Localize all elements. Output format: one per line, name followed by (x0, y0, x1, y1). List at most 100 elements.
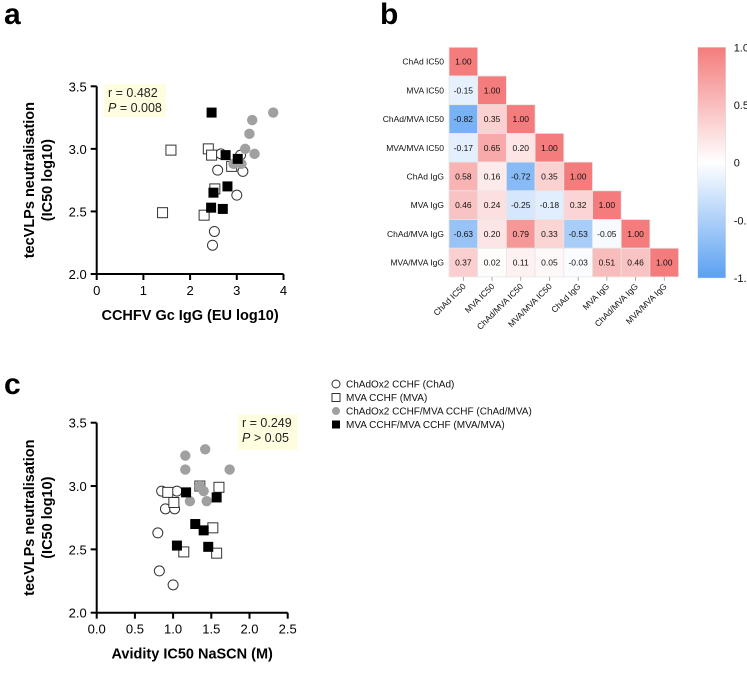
data-point-chad-mva (201, 496, 212, 507)
heatmap-cell-value: 0.46 (627, 258, 644, 268)
heatmap-row-label: ChAd/MVA IgG (387, 229, 444, 239)
data-point-chad-mva (268, 107, 279, 118)
open-circle-icon (331, 379, 341, 389)
heatmap-cell-value: 0.65 (484, 143, 501, 153)
legend-item: MVA CCHF (MVA) (331, 393, 427, 404)
heatmap-cell (592, 247, 622, 278)
heatmap-cell-value: 0.11 (513, 258, 529, 268)
data-point-chad (212, 164, 224, 176)
panel-label-a: a (4, 0, 21, 31)
data-point-mva (213, 481, 225, 493)
legend-item: ChAdOx2 CCHF (ChAd) (331, 379, 454, 391)
y-axis-label-line2: (IC50 log10) (40, 476, 56, 558)
x-tick-label: 1.0 (164, 622, 182, 637)
heatmap-cell-value: 0.33 (541, 229, 558, 239)
legend-item: MVA CCHF/MVA CCHF (MVA/MVA) (332, 420, 505, 431)
legend-label: MVA CCHF (MVA) (346, 393, 427, 404)
data-point-mva (206, 149, 218, 161)
y-tick-label: 2.5 (69, 204, 87, 219)
data-point-chad-mva (198, 485, 209, 497)
y-tick-label: 2.0 (69, 267, 87, 282)
heatmap-cell (505, 132, 536, 163)
colorbar-tick-label: -0.5 (734, 215, 747, 227)
heatmap-cell (448, 132, 479, 163)
y-tick-label: 3.5 (69, 79, 87, 94)
legend: ChAdOx2 CCHF (ChAd) MVA CCHF (MVA) ChAdOx2… (331, 379, 532, 431)
panel-label-b: b (380, 0, 398, 31)
heatmap-cell-value: 1.00 (627, 229, 644, 239)
heatmap-cell (477, 132, 507, 163)
x-tick-label: 4 (280, 283, 287, 298)
heatmap-cell (649, 247, 680, 278)
x-tick-label: 0.5 (126, 622, 144, 637)
data-point-chad-mva (224, 464, 235, 475)
y-tick-label: 3.5 (69, 416, 87, 431)
heatmap-cell-value: -0.05 (597, 229, 617, 239)
heatmap-cell (448, 161, 479, 192)
heatmap-cell-value: 1.00 (512, 114, 529, 124)
heatmap-cell-value: -0.72 (511, 171, 531, 181)
correlation-r-text: r = 0.249 (242, 416, 292, 430)
p-symbol: P (108, 101, 117, 115)
colorbar-tick-label: 1.0 (734, 42, 747, 54)
y-tick-label: 2.0 (69, 606, 87, 621)
data-point-mva (162, 486, 174, 498)
heatmap-cell-value: -0.18 (540, 200, 560, 210)
heatmap-col-label: ChAd IC50 (431, 281, 468, 318)
heatmap-cell (592, 190, 622, 220)
heatmap-cell (448, 46, 479, 77)
correlation-heatmap: 1.00-0.15 1.00-0.82 0.35 1.00-0.17 0.65 0.20 1… (383, 42, 747, 331)
data-point-chad-mva (244, 128, 255, 140)
gray-circle-icon (332, 407, 340, 415)
legend-label: ChAdOx2 CCHF/MVA CCHF (ChAd/MVA) (346, 407, 532, 418)
data-point-chad-mva (247, 114, 258, 126)
heatmap-cell (505, 190, 536, 220)
y-tick-label: 3.0 (69, 479, 87, 494)
colorbar-tick-label: 0 (734, 158, 740, 170)
data-point-mva-mva (220, 150, 231, 161)
data-point-chad-mva (240, 143, 251, 155)
heatmap-cell-value: 1.00 (541, 143, 558, 153)
p-value: = 0.008 (116, 101, 162, 115)
heatmap-cell-value: 0.24 (484, 200, 501, 210)
heatmap-cell (534, 132, 565, 163)
heatmap-cell (505, 104, 536, 134)
heatmap-cell-value: 0.02 (484, 258, 501, 268)
heatmap-cell (477, 75, 507, 106)
heatmap-cell-value: 1.00 (455, 57, 472, 67)
heatmap-cell (448, 190, 479, 220)
legend-label: MVA CCHF/MVA CCHF (MVA/MVA) (346, 420, 505, 431)
panel-label-c: c (4, 368, 21, 401)
heatmap-cell-value: 0.46 (455, 200, 472, 210)
heatmap-cell (534, 247, 565, 278)
data-point-chad (171, 485, 183, 497)
heatmap-cell-value: -0.17 (454, 143, 474, 153)
data-point-chad (231, 189, 243, 201)
x-axis-label: Avidity IC50 NaSCN (M) (111, 647, 273, 663)
x-tick-label: 0.0 (88, 622, 106, 637)
heatmap-cell-value: 0.58 (455, 171, 472, 181)
colorbar (697, 47, 726, 279)
y-tick-label: 2.5 (69, 542, 87, 557)
data-point-mva (211, 547, 223, 559)
heatmap-row-label: MVA/MVA IC50 (386, 143, 444, 153)
x-tick-label: 2.5 (279, 622, 297, 637)
heatmap-cell-value: 0.05 (541, 258, 558, 268)
heatmap-cell-value: 0.35 (541, 171, 558, 181)
data-point-mva-mva (198, 525, 209, 536)
data-point-chad-mva (249, 148, 260, 160)
y-axis-label-line1: tecVLPs neutralisation (22, 440, 38, 596)
data-point-mva-mva (203, 541, 214, 552)
p-symbol: P (242, 431, 251, 445)
y-axis-label-line1: tecVLPs neutralisation (22, 102, 38, 258)
correlation-r-text: r = 0.482 (108, 86, 158, 100)
heatmap-row-label: MVA IC50 (406, 85, 444, 95)
y-axis-label-line2: (IC50 log10) (40, 139, 56, 221)
data-point-mva-mva (222, 181, 233, 192)
data-point-mva (198, 209, 210, 221)
heatmap-row-label: ChAd IC50 (402, 57, 444, 67)
heatmap-cell (505, 219, 536, 249)
heatmap-cell-value: -0.63 (454, 229, 474, 239)
heatmap-cell-value: 0.20 (484, 229, 501, 239)
